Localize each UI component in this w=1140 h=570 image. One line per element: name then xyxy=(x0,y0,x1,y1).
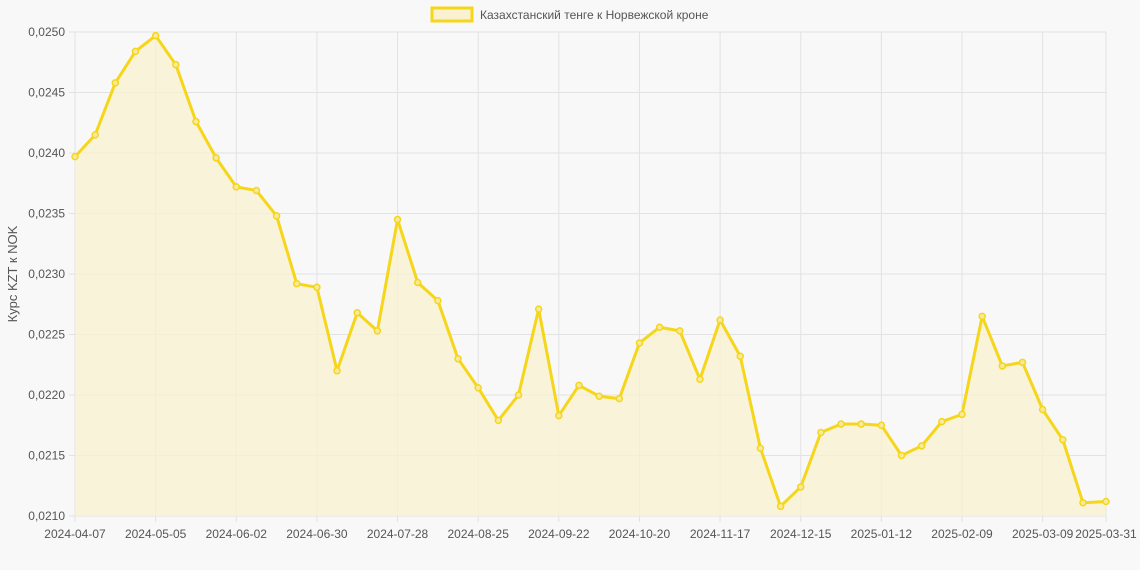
y-tick-label: 0,0210 xyxy=(28,509,65,523)
data-point[interactable] xyxy=(413,278,422,287)
data-point[interactable] xyxy=(756,444,765,452)
x-tick-label: 2024-04-07 xyxy=(44,527,106,541)
data-point[interactable] xyxy=(696,375,704,384)
data-point[interactable] xyxy=(676,327,684,335)
data-point[interactable] xyxy=(474,383,482,392)
x-tick-label: 2024-09-22 xyxy=(528,527,590,541)
y-tick-label: 0,0215 xyxy=(28,449,65,463)
data-point[interactable] xyxy=(131,47,140,56)
legend-swatch[interactable] xyxy=(430,6,474,23)
data-point[interactable] xyxy=(1059,436,1067,444)
data-points xyxy=(71,31,1110,511)
data-point[interactable] xyxy=(817,428,825,437)
data-point[interactable] xyxy=(998,362,1007,370)
data-point[interactable] xyxy=(494,416,503,425)
data-point[interactable] xyxy=(434,296,442,305)
x-tick-label: 2024-12-15 xyxy=(770,527,832,541)
data-point[interactable] xyxy=(1038,405,1047,414)
data-point[interactable] xyxy=(1102,497,1110,506)
data-point[interactable] xyxy=(272,212,281,220)
data-point[interactable] xyxy=(514,391,523,399)
data-point[interactable] xyxy=(776,502,785,511)
y-tick-label: 0,0220 xyxy=(28,388,65,402)
data-point[interactable] xyxy=(897,451,906,460)
x-tick-label: 2024-07-28 xyxy=(367,527,429,541)
data-point[interactable] xyxy=(313,283,321,292)
x-tick-label: 2025-03-31 xyxy=(1075,527,1137,541)
data-point[interactable] xyxy=(736,352,744,361)
data-point[interactable] xyxy=(172,60,180,69)
data-point[interactable] xyxy=(393,215,402,224)
data-point[interactable] xyxy=(333,367,341,375)
x-tick-label: 2025-01-12 xyxy=(851,527,913,541)
data-point[interactable] xyxy=(212,154,220,162)
y-axis-title: Курс KZT к NOK xyxy=(5,225,20,322)
data-point[interactable] xyxy=(1018,358,1027,367)
data-point[interactable] xyxy=(454,354,462,363)
x-axis-ticks: 2024-04-07 2024-05-05 2024-06-02 2024-06-30… xyxy=(44,527,1137,541)
x-tick-label: 2024-08-25 xyxy=(447,527,509,541)
data-point[interactable] xyxy=(978,312,986,321)
y-tick-label: 0,0225 xyxy=(28,328,65,342)
data-point[interactable] xyxy=(655,323,664,331)
data-point[interactable] xyxy=(232,183,241,191)
data-point[interactable] xyxy=(555,411,563,420)
data-point[interactable] xyxy=(151,31,160,40)
y-tick-label: 0,0250 xyxy=(28,25,65,39)
data-point[interactable] xyxy=(857,420,865,428)
data-point[interactable] xyxy=(111,79,120,87)
data-point[interactable] xyxy=(373,327,382,335)
area-fill xyxy=(75,35,1106,516)
x-tick-label: 2024-06-30 xyxy=(286,527,348,541)
data-point[interactable] xyxy=(615,394,624,403)
data-point[interactable] xyxy=(534,305,543,313)
y-axis-ticks: 0,0250 0,0245 0,0240 0,0235 0,0230 0,0225 0,02… xyxy=(28,25,65,523)
data-point[interactable] xyxy=(71,152,79,161)
series-line-path xyxy=(73,34,1107,508)
data-point[interactable] xyxy=(595,392,603,400)
data-point[interactable] xyxy=(938,417,946,426)
y-tick-label: 0,0235 xyxy=(28,207,65,221)
data-point[interactable] xyxy=(353,308,361,317)
data-point[interactable] xyxy=(1079,498,1087,507)
data-point[interactable] xyxy=(293,279,301,288)
data-point[interactable] xyxy=(958,410,966,419)
data-point[interactable] xyxy=(796,483,805,491)
x-tick-label: 2025-03-09 xyxy=(1012,527,1074,541)
x-tick-label: 2024-11-17 xyxy=(690,527,751,541)
data-point[interactable] xyxy=(192,117,200,126)
series-line xyxy=(73,34,1107,508)
x-tick-label: 2024-10-20 xyxy=(609,527,671,541)
data-point[interactable] xyxy=(91,131,99,139)
y-tick-label: 0,0240 xyxy=(28,146,65,160)
y-tick-label: 0,0230 xyxy=(28,267,65,281)
series-area xyxy=(75,35,1106,516)
y-tick-label: 0,0245 xyxy=(28,86,65,100)
legend[interactable]: Казахстанский тенге к Норвежской кроне xyxy=(430,6,709,23)
x-tick-label: 2024-05-05 xyxy=(125,527,187,541)
data-point[interactable] xyxy=(252,186,261,195)
data-point[interactable] xyxy=(877,421,886,429)
data-point[interactable] xyxy=(917,442,926,450)
data-point[interactable] xyxy=(716,316,724,324)
data-point[interactable] xyxy=(575,381,583,390)
legend-label[interactable]: Казахстанский тенге к Норвежской кроне xyxy=(480,8,709,22)
x-tick-label: 2024-06-02 xyxy=(206,527,268,541)
x-tick-label: 2025-02-09 xyxy=(931,527,993,541)
data-point[interactable] xyxy=(635,339,644,347)
data-point[interactable] xyxy=(837,420,845,428)
